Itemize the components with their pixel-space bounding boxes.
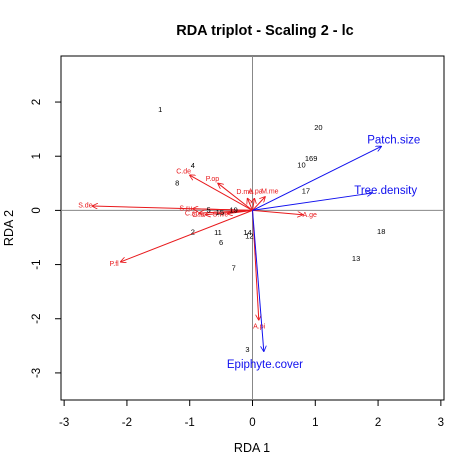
site-label: 3: [245, 345, 249, 354]
species-label: S.we: [213, 211, 229, 218]
site-label: 17: [302, 186, 310, 195]
species-arrow: [193, 209, 253, 211]
y-axis-label: RDA 2: [2, 210, 16, 246]
env-label: Tree.density: [354, 185, 417, 197]
site-label: 11: [214, 228, 222, 237]
env-arrow: [252, 210, 264, 351]
y-axis: -3 -2 -1 0 1 2: [31, 99, 61, 378]
env-label: Patch.size: [367, 134, 420, 146]
site-label: 8: [175, 178, 179, 187]
x-tick-label: 1: [312, 417, 318, 429]
species-label: A.ge: [303, 212, 318, 219]
species-arrow: [227, 209, 253, 213]
species-label: P.fl: [110, 261, 120, 268]
site-label: 7: [232, 263, 236, 272]
site-label: 4: [191, 161, 195, 170]
x-tick-label: 0: [249, 417, 255, 429]
species-label: A.pi: [253, 324, 266, 331]
env-arrow: [252, 146, 382, 211]
species-label: S.ru: [179, 205, 192, 212]
x-tick-label: -2: [122, 417, 132, 429]
y-tick-label: 0: [31, 207, 43, 213]
species-arrow: [252, 197, 266, 211]
species-label: A.pa: [248, 188, 263, 195]
env-label: Epiphyte.cover: [227, 359, 303, 371]
species-label: S.de: [78, 203, 93, 210]
species-arrow: [247, 198, 253, 211]
site-label: 20: [314, 123, 322, 132]
site-label: 12: [245, 231, 253, 240]
x-axis-label: RDA 1: [234, 441, 270, 455]
species-arrow: [252, 209, 303, 214]
x-tick-label: 2: [375, 417, 381, 429]
y-tick-label: -2: [31, 314, 43, 324]
species-label: C.de: [176, 169, 191, 176]
site-label: 9: [313, 154, 317, 163]
env-arrow: [252, 193, 372, 211]
y-tick-label: 2: [31, 99, 43, 105]
chart-title: RDA triplot - Scaling 2 - lc: [176, 23, 354, 39]
species-label: P.op: [206, 176, 220, 183]
site-label: 16: [305, 154, 313, 163]
species-label: C.fa: [192, 212, 205, 219]
site-label: 2: [191, 228, 195, 237]
species-arrow: [253, 198, 255, 211]
y-tick-label: -3: [31, 368, 43, 378]
site-label: 19: [229, 205, 237, 214]
reference-lines: [61, 56, 444, 400]
y-tick-label: 1: [31, 153, 43, 159]
site-label: 6: [219, 238, 223, 247]
x-tick-label: -1: [185, 417, 195, 429]
environment-arrows: Patch.size Tree.density Epiphyte.cover: [227, 134, 420, 371]
species-arrow: [121, 209, 253, 261]
site-label: 18: [377, 227, 385, 236]
site-label: 5: [206, 205, 210, 214]
site-label: 15: [216, 208, 224, 217]
site-label: 1: [158, 105, 162, 114]
species-label: D.ma: [236, 189, 253, 196]
species-label: M.me: [261, 189, 279, 196]
species-label: C.sp: [185, 210, 200, 217]
site-label: 13: [352, 254, 360, 263]
site-label: 14: [243, 228, 251, 237]
x-axis: -3 -2 -1 0 1 2 3: [59, 400, 444, 429]
species-arrow: [190, 175, 253, 211]
species-arrows: S.de P.fl C.de P.op S.ruC.spC.fa S.we D.ma M.me…: [78, 169, 317, 331]
y-tick-label: -1: [31, 259, 43, 269]
site-label: 10: [297, 160, 305, 169]
species-arrow: [218, 183, 253, 211]
x-tick-label: 3: [438, 417, 444, 429]
x-tick-label: -3: [59, 417, 69, 429]
